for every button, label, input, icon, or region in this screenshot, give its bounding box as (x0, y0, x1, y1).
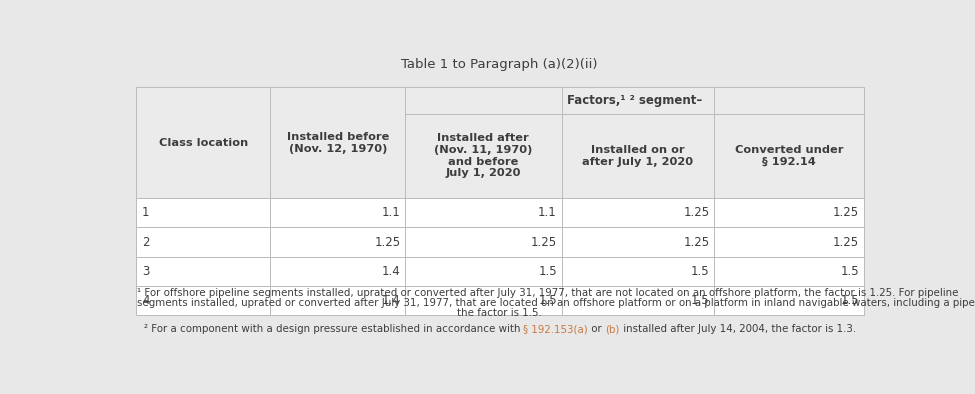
Bar (270, 286, 405, 315)
Text: 1.1: 1.1 (381, 206, 401, 219)
Text: 1.4: 1.4 (381, 294, 401, 307)
Text: 3: 3 (142, 265, 149, 278)
Text: Factors,¹ ² segment–: Factors,¹ ² segment– (566, 94, 702, 107)
Bar (562, 87, 715, 113)
Text: ¹ For offshore pipeline segments installed, uprated or converted after July 31, : ¹ For offshore pipeline segments install… (137, 288, 958, 298)
Text: 1.25: 1.25 (683, 206, 710, 219)
Bar (270, 227, 405, 257)
Bar (136, 286, 270, 315)
Text: 1.4: 1.4 (381, 265, 401, 278)
Bar (562, 227, 715, 257)
Text: (b): (b) (605, 325, 619, 335)
Text: 1.5: 1.5 (840, 265, 859, 278)
Text: 1.5: 1.5 (538, 265, 557, 278)
Bar (715, 198, 864, 227)
Text: 1.25: 1.25 (683, 236, 710, 249)
Text: segments installed, uprated or converted after July 31, 1977, that are located o: segments installed, uprated or converted… (137, 298, 975, 308)
Text: Class location: Class location (159, 138, 248, 148)
Bar (270, 198, 405, 227)
Bar (136, 257, 270, 286)
Text: 1.5: 1.5 (840, 294, 859, 307)
Text: 4: 4 (142, 294, 149, 307)
Text: Table 1 to Paragraph (a)(2)(ii): Table 1 to Paragraph (a)(2)(ii) (402, 58, 598, 71)
Bar (405, 286, 562, 315)
Text: 1.5: 1.5 (691, 294, 710, 307)
Text: 1.25: 1.25 (374, 236, 401, 249)
Text: 1.25: 1.25 (833, 206, 859, 219)
Bar (715, 257, 864, 286)
Bar (405, 87, 562, 113)
Bar (405, 257, 562, 286)
Bar (270, 87, 405, 198)
Bar (715, 286, 864, 315)
Text: § 192.153(a): § 192.153(a) (524, 325, 588, 335)
Text: installed after July 14, 2004, the factor is 1.3.: installed after July 14, 2004, the facto… (619, 325, 856, 335)
Bar (136, 227, 270, 257)
Text: 1.25: 1.25 (833, 236, 859, 249)
Text: 2: 2 (142, 236, 149, 249)
Text: Converted under
§ 192.14: Converted under § 192.14 (735, 145, 843, 167)
Text: 1: 1 (142, 206, 149, 219)
Text: the factor is 1.5.: the factor is 1.5. (457, 309, 542, 318)
Bar (715, 227, 864, 257)
Bar (715, 87, 864, 113)
Bar (715, 113, 864, 198)
Bar (562, 198, 715, 227)
Bar (562, 286, 715, 315)
Bar (405, 198, 562, 227)
Bar (270, 257, 405, 286)
Bar (136, 198, 270, 227)
Text: Installed before
(Nov. 12, 1970): Installed before (Nov. 12, 1970) (287, 132, 389, 154)
Bar (562, 113, 715, 198)
Text: 1.5: 1.5 (691, 265, 710, 278)
Bar (405, 113, 562, 198)
Bar (136, 87, 270, 198)
Bar (405, 227, 562, 257)
Text: 1.25: 1.25 (530, 236, 557, 249)
Text: Installed on or
after July 1, 2020: Installed on or after July 1, 2020 (582, 145, 693, 167)
Text: Installed after
(Nov. 11, 1970)
and before
July 1, 2020: Installed after (Nov. 11, 1970) and befo… (434, 134, 532, 178)
Text: or: or (588, 325, 605, 335)
Text: 1.5: 1.5 (538, 294, 557, 307)
Text: 1.1: 1.1 (538, 206, 557, 219)
Text: ² For a component with a design pressure established in accordance with: ² For a component with a design pressure… (143, 325, 524, 335)
Bar (562, 257, 715, 286)
